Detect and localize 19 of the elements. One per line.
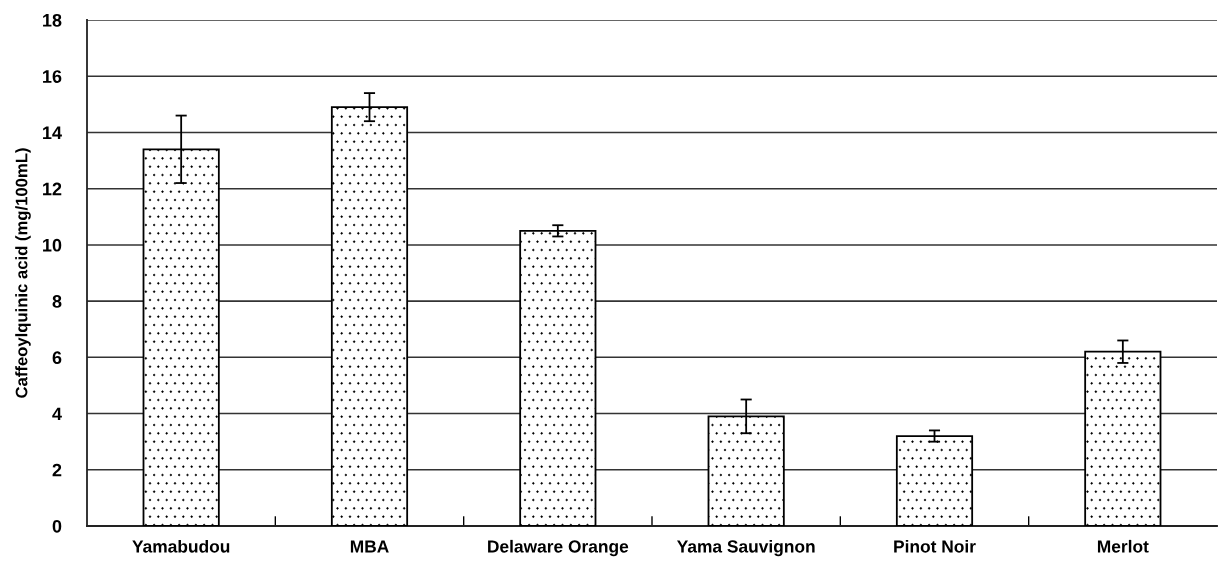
x-tick-label: Merlot bbox=[1097, 539, 1149, 553]
y-tick-label: 16 bbox=[43, 70, 62, 83]
y-tick-label: 14 bbox=[43, 126, 62, 139]
bar bbox=[519, 229, 597, 526]
y-axis-title: Caffeoylquinic acid (mg/100mL) bbox=[15, 148, 31, 398]
x-tick-label: MBA bbox=[350, 540, 389, 553]
y-tick-label: 4 bbox=[52, 407, 62, 421]
y-tick-label: 2 bbox=[52, 463, 62, 477]
y-tick-label: 10 bbox=[43, 238, 62, 252]
x-tick-label: Delaware Orange bbox=[488, 539, 629, 557]
bar bbox=[895, 435, 974, 526]
y-tick-label: 0 bbox=[52, 519, 62, 533]
y-tick-label: 6 bbox=[52, 351, 62, 365]
x-tick-label: Pinot Noir bbox=[894, 539, 976, 553]
y-tick-label: 8 bbox=[52, 295, 62, 308]
x-tick-label: Yamabudou bbox=[132, 539, 230, 553]
y-tick-label: 12 bbox=[43, 182, 62, 196]
x-tick-label: Yama Sauvignon bbox=[677, 539, 815, 557]
y-tick-label: 18 bbox=[43, 13, 62, 27]
